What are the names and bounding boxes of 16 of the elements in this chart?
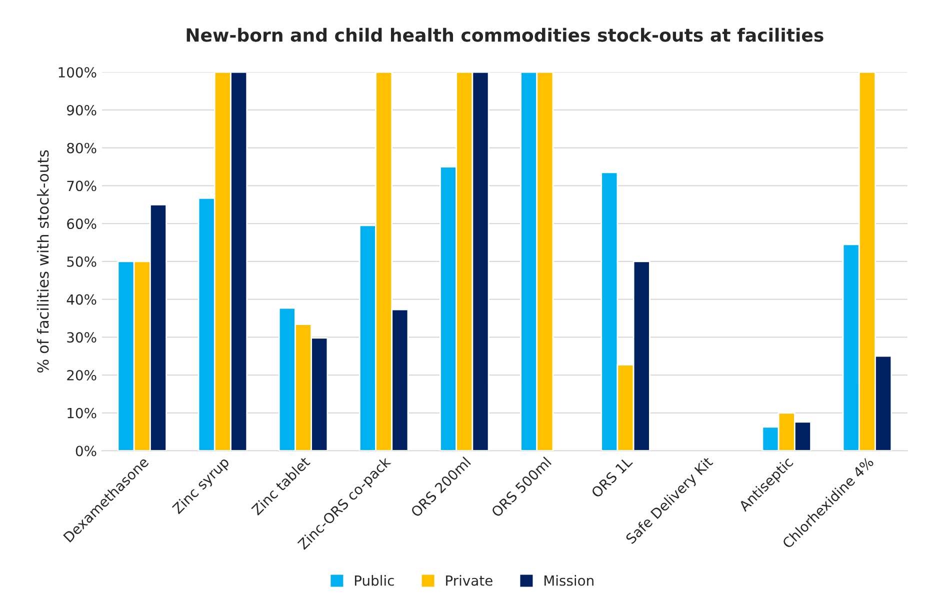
chart-title: New-born and child health commodities stock-outs at facilities	[186, 28, 824, 42]
y-tick-label: 90%	[67, 104, 96, 116]
y-tick-label: 0%	[76, 446, 96, 456]
y-tick-label: 60%	[67, 218, 96, 230]
y-tick-label: 10%	[68, 408, 96, 418]
y-axis-title: % of facilities with stock-outs	[36, 150, 49, 373]
y-tick-label: 70%	[67, 180, 96, 192]
y-tick-label: 30%	[67, 332, 96, 343]
legend-label: Mission	[544, 575, 594, 586]
y-tick-label: 20%	[67, 370, 96, 380]
y-tick-label: 50%	[67, 256, 96, 267]
y-tick-label: 80%	[67, 142, 96, 154]
y-tick-label: 40%	[66, 294, 96, 305]
y-tick-label: 100%	[58, 67, 96, 78]
legend-label: Private	[446, 575, 492, 586]
legend-label: Public	[354, 575, 394, 586]
